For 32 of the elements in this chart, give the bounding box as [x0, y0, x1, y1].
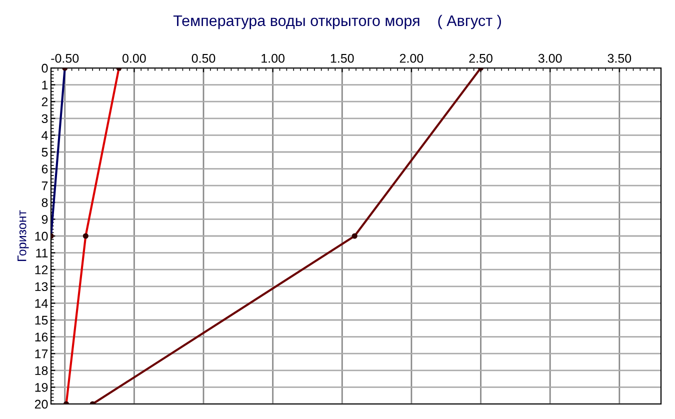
- x-tick-label: 1.50: [330, 54, 354, 63]
- chart-title: Температура воды открытого моря ( Август ): [173, 14, 501, 30]
- x-tick-label: 3.00: [538, 54, 562, 63]
- y-tick-label: 7: [42, 182, 48, 190]
- y-tick-label: 12: [35, 265, 48, 274]
- y-tick-label: 9: [42, 215, 48, 224]
- y-tick-label: 6: [42, 164, 48, 174]
- y-axis-title: Горизонт: [18, 210, 29, 261]
- y-tick-label: 14: [35, 299, 48, 308]
- y-tick-label: 0: [42, 64, 48, 73]
- y-tick-label: 8: [42, 198, 48, 208]
- x-tick-label: 3.50: [608, 54, 632, 63]
- x-tick-label: 0.00: [122, 54, 146, 63]
- y-tick-label: 1: [42, 80, 48, 90]
- y-tick-label: 19: [35, 383, 48, 392]
- y-tick-label: 4: [42, 131, 48, 140]
- y-tick-label: 18: [35, 366, 48, 376]
- y-tick-label: 10: [35, 232, 48, 241]
- x-tick-label: -0.50: [51, 54, 79, 63]
- y-tick-label: 17: [35, 350, 48, 358]
- y-tick-label: 2: [42, 97, 48, 106]
- y-tick-label: 11: [36, 248, 48, 258]
- x-tick-label: 2.00: [400, 54, 424, 63]
- y-tick-label: 3: [42, 114, 48, 124]
- y-tick-label: 16: [35, 332, 48, 342]
- y-tick-label: 20: [34, 400, 48, 409]
- y-tick-label: 5: [42, 148, 48, 157]
- x-tick-label: 2.50: [469, 54, 492, 63]
- x-tick-label: 0.50: [192, 54, 216, 63]
- x-tick-label: 1.00: [262, 54, 284, 63]
- y-tick-label: 15: [35, 316, 48, 325]
- y-tick-label: 13: [35, 282, 48, 292]
